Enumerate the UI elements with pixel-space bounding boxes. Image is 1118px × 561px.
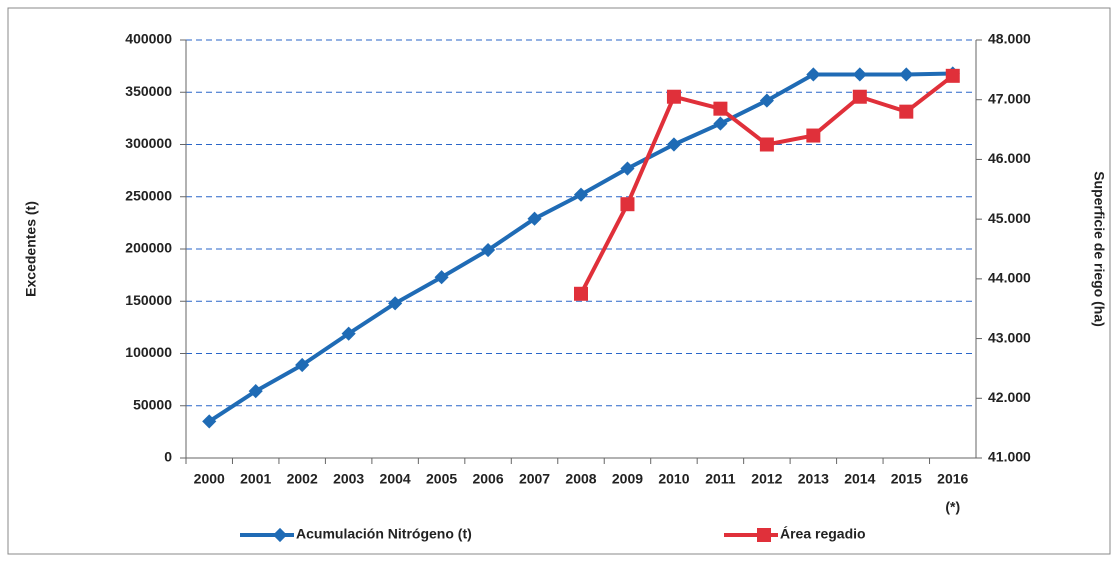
x-tick-label: 2010	[658, 471, 689, 487]
data-point	[806, 128, 821, 143]
data-point	[620, 161, 635, 176]
data-point	[666, 89, 681, 104]
x-tick-label: 2008	[565, 471, 596, 487]
data-point	[852, 67, 867, 82]
y-tick-label: 0	[164, 449, 172, 465]
data-point	[806, 67, 821, 82]
data-point	[713, 101, 728, 116]
chart-frame	[7, 7, 1111, 555]
y-tick-label: 200000	[125, 240, 172, 256]
x-tick-label: 2012	[751, 471, 782, 487]
y-tick-label: 150000	[125, 292, 172, 308]
y-axis-label: Excedentes (t)	[23, 201, 39, 297]
legend-label: Área regadio	[780, 526, 866, 542]
y-tick-label: 350000	[125, 83, 172, 99]
x-tick-label: 2002	[287, 471, 318, 487]
y2-tick-label: 42.000	[988, 389, 1031, 405]
x-tick-label: 2011	[705, 471, 736, 487]
x-tick-label: 2009	[612, 471, 643, 487]
y2-tick-label: 44.000	[988, 270, 1031, 286]
x-tick-label: 2015	[891, 471, 922, 487]
x-tick-label: 2003	[333, 471, 364, 487]
x-tick-label: 2000	[194, 471, 225, 487]
x-tick-label: 2005	[426, 471, 457, 487]
data-point	[573, 187, 589, 202]
y-tick-label: 100000	[125, 344, 172, 360]
series-line	[579, 74, 954, 295]
y-tick-label: 250000	[125, 187, 172, 203]
x-note: (*)	[945, 499, 960, 515]
x-tick-label: 2013	[798, 471, 829, 487]
data-point	[388, 296, 403, 311]
data-point	[248, 384, 263, 399]
data-point	[759, 137, 774, 152]
data-point	[899, 67, 914, 82]
legend-label: Acumulación Nitrógeno (t)	[296, 526, 472, 542]
y-tick-label: 400000	[125, 31, 172, 47]
x-tick-label: 2004	[380, 471, 411, 487]
data-point	[527, 211, 542, 226]
data-point	[899, 104, 914, 119]
data-point	[434, 270, 449, 285]
y-tick-label: 300000	[125, 135, 172, 151]
y2-axis-label: Superficie de riego (ha)	[1091, 171, 1107, 327]
x-tick-label: 2016	[937, 471, 968, 487]
y2-tick-label: 46.000	[988, 150, 1031, 166]
x-tick-label: 2006	[472, 471, 503, 487]
x-tick-label: 2014	[844, 471, 875, 487]
y2-tick-label: 43.000	[988, 329, 1031, 345]
y-tick-label: 50000	[133, 396, 172, 412]
y2-tick-label: 47.000	[988, 90, 1031, 106]
data-point	[202, 414, 217, 429]
data-point	[295, 357, 310, 373]
data-point	[574, 286, 588, 301]
data-point	[759, 93, 774, 108]
y2-tick-label: 45.000	[988, 210, 1031, 226]
data-point	[852, 89, 867, 104]
data-point	[666, 137, 682, 152]
legend-marker	[757, 528, 771, 542]
data-point	[713, 116, 728, 131]
x-tick-label: 2001	[240, 471, 271, 487]
data-point	[480, 242, 496, 258]
legend-marker	[272, 527, 288, 543]
series-line	[208, 71, 953, 424]
y2-tick-label: 48.000	[988, 31, 1031, 47]
data-point	[620, 197, 635, 212]
data-point	[945, 68, 960, 83]
x-tick-label: 2007	[519, 471, 550, 487]
y2-tick-label: 41.000	[988, 449, 1031, 465]
data-point	[341, 326, 356, 341]
